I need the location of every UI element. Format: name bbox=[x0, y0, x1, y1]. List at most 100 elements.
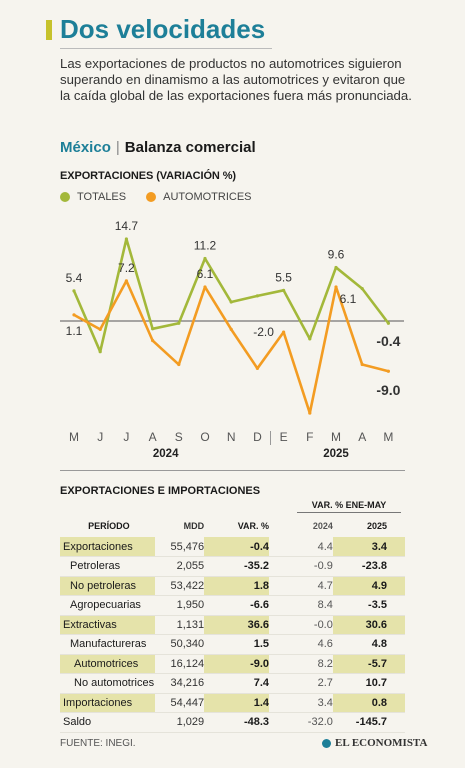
data-label: 1.1 bbox=[66, 324, 83, 338]
row-2025: -145.7 bbox=[332, 712, 405, 733]
chart-legend: TOTALES AUTOMOTRICES bbox=[60, 191, 272, 203]
data-point-automotrices bbox=[98, 327, 102, 331]
data-point-totales bbox=[386, 321, 390, 325]
x-tick-label: M bbox=[69, 430, 79, 444]
table-row: No petroleras 53,422 1.8 4.7 4.9 bbox=[60, 576, 405, 596]
data-point-totales bbox=[151, 327, 155, 331]
x-tick-label: J bbox=[97, 430, 103, 444]
legend-label-automotrices: AUTOMOTRICES bbox=[163, 191, 252, 203]
data-point-totales bbox=[308, 337, 312, 341]
data-point-totales bbox=[360, 287, 364, 291]
legend-item-automotrices: AUTOMOTRICES bbox=[146, 191, 252, 203]
table-header-row: PERÍODO MDD VAR. % 2024 2025 bbox=[60, 515, 405, 537]
row-2025: 4.9 bbox=[332, 576, 405, 596]
chart-title: EXPORTACIONES (VARIACIÓN %) bbox=[60, 170, 236, 182]
x-tick-label: N bbox=[227, 430, 236, 444]
row-mdd: 2,055 bbox=[154, 556, 205, 577]
data-label: 6.1 bbox=[197, 267, 214, 281]
row-2024: -0.0 bbox=[269, 615, 333, 635]
row-var: -0.4 bbox=[204, 537, 270, 557]
data-point-automotrices bbox=[282, 330, 286, 334]
data-point-automotrices bbox=[308, 411, 312, 415]
row-2025: 30.6 bbox=[332, 615, 405, 635]
legend-dot-automotrices bbox=[146, 192, 157, 202]
row-var: -9.0 bbox=[204, 654, 270, 674]
row-2024: 4.6 bbox=[269, 634, 333, 655]
exports-line-chart: M J J A S O N D E F M A M 2024 2025 5.4 14.7 11.2 5.5 9.6 -0… bbox=[60, 219, 404, 460]
row-mdd: 1,131 bbox=[154, 615, 205, 635]
row-var: -48.3 bbox=[204, 712, 270, 733]
section-divider bbox=[60, 470, 405, 471]
data-point-totales bbox=[203, 256, 207, 261]
row-2024: 8.4 bbox=[269, 595, 333, 616]
data-point-automotrices bbox=[177, 362, 181, 367]
row-2025: 3.4 bbox=[332, 537, 405, 557]
x-tick-label: A bbox=[149, 430, 157, 444]
table-row: Importaciones 54,447 1.4 3.4 0.8 bbox=[60, 693, 405, 713]
page-subtitle: Las exportaciones de productos no automo… bbox=[60, 56, 412, 103]
table-title: EXPORTACIONES E IMPORTACIONES bbox=[60, 485, 261, 497]
legend-label-totales: TOTALES bbox=[77, 191, 127, 203]
x-tick-label: A bbox=[358, 430, 366, 444]
row-var: -35.2 bbox=[204, 556, 270, 577]
row-2025: -3.5 bbox=[332, 595, 405, 616]
row-name: Importaciones bbox=[60, 693, 155, 713]
row-2025: 10.7 bbox=[332, 673, 405, 694]
table-row: Petroleras 2,055 -35.2 -0.9 -23.8 bbox=[60, 556, 405, 577]
row-name: Exportaciones bbox=[60, 537, 155, 557]
data-point-automotrices bbox=[386, 369, 390, 373]
row-name: Saldo bbox=[60, 712, 155, 733]
row-name: Agropecuarias bbox=[60, 595, 155, 616]
row-mdd: 54,447 bbox=[154, 693, 205, 713]
col-header-mdd: MDD bbox=[183, 521, 205, 531]
row-mdd: 55,476 bbox=[154, 537, 205, 557]
row-var: 36.6 bbox=[204, 615, 270, 635]
x-tick-label: M bbox=[331, 430, 341, 444]
data-label: 5.4 bbox=[66, 271, 83, 285]
x-tick-label: F bbox=[306, 430, 313, 444]
table-row: No automotrices 34,216 7.4 2.7 10.7 bbox=[60, 673, 405, 694]
col-header-period: PERÍODO bbox=[88, 521, 130, 531]
table-row: Agropecuarias 1,950 -6.6 8.4 -3.5 bbox=[60, 595, 405, 616]
source-note: FUENTE: INEGI. bbox=[60, 738, 136, 749]
row-mdd: 1,029 bbox=[154, 712, 205, 733]
col-header-2024: 2024 bbox=[312, 521, 333, 531]
row-2025: 4.8 bbox=[332, 634, 405, 655]
heading-separator: | bbox=[115, 139, 120, 156]
row-2024: -0.9 bbox=[269, 556, 333, 577]
data-label: -2.0 bbox=[253, 325, 274, 339]
table-row: Automotrices 16,124 -9.0 8.2 -5.7 bbox=[60, 654, 405, 674]
year-label: 2025 bbox=[323, 448, 349, 460]
data-label: 11.2 bbox=[194, 239, 217, 253]
table-row: Manufactureras 50,340 1.5 4.6 4.8 bbox=[60, 634, 405, 655]
data-label: 9.6 bbox=[328, 247, 345, 261]
row-2024: 8.2 bbox=[269, 654, 333, 674]
row-2025: 0.8 bbox=[332, 693, 405, 713]
data-point-totales bbox=[98, 350, 102, 354]
data-point-totales bbox=[124, 237, 128, 241]
table-body: Exportaciones 55,476 -0.4 4.4 3.4 Petroleras 2… bbox=[60, 537, 405, 733]
x-tick-label: J bbox=[123, 430, 129, 444]
data-point-automotrices bbox=[124, 279, 128, 283]
x-tick-label: M bbox=[383, 430, 393, 444]
table-row: Exportaciones 55,476 -0.4 4.4 3.4 bbox=[60, 537, 405, 557]
row-mdd: 1,950 bbox=[154, 595, 205, 616]
page-title: Dos velocidades bbox=[60, 14, 266, 44]
trade-table: PERÍODO MDD VAR. % 2024 2025 Exportacion… bbox=[60, 515, 405, 733]
table-row: Extractivas 1,131 36.6 -0.0 30.6 bbox=[60, 615, 405, 635]
var-group-header: VAR. % ENE-MAY bbox=[297, 500, 401, 513]
row-name: Manufactureras bbox=[60, 634, 155, 655]
row-mdd: 16,124 bbox=[154, 654, 205, 674]
data-point-totales bbox=[72, 289, 76, 293]
brand-logo-icon bbox=[322, 738, 331, 748]
x-tick-label: D bbox=[253, 430, 262, 444]
country-label: México bbox=[60, 139, 111, 156]
row-name: No petroleras bbox=[60, 576, 155, 596]
data-point-automotrices bbox=[255, 366, 259, 371]
data-point-automotrices bbox=[360, 362, 364, 367]
data-point-totales bbox=[177, 321, 181, 325]
data-point-totales bbox=[334, 265, 338, 270]
row-2025: -23.8 bbox=[332, 556, 405, 577]
data-label: -9.0 bbox=[376, 382, 400, 398]
section-label: Balanza comercial bbox=[124, 139, 256, 156]
